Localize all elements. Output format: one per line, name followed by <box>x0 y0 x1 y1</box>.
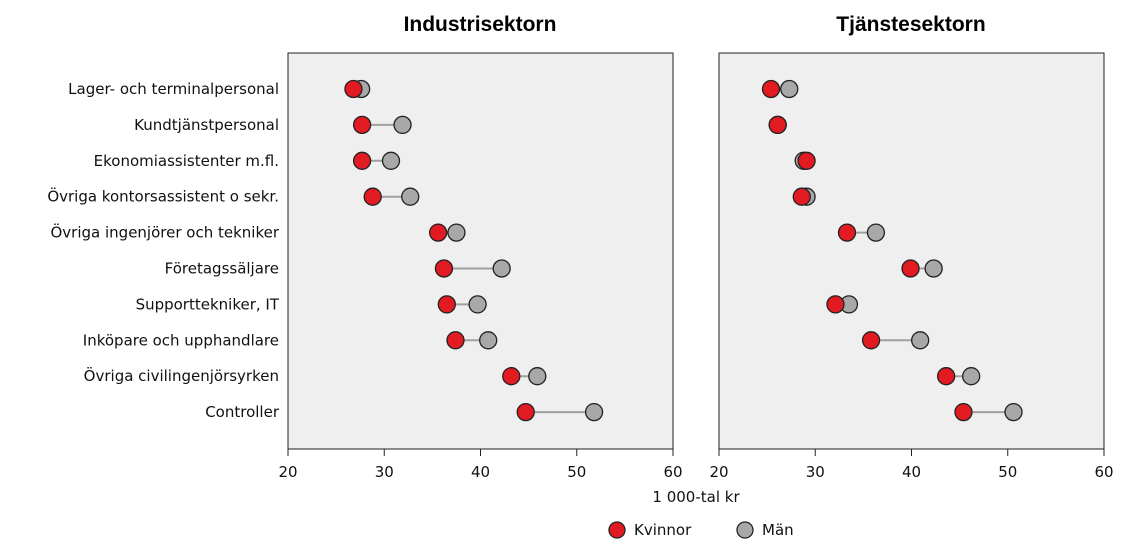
point-man-industrisektorn-ovriga-civilingenjorsyrken <box>528 367 547 386</box>
x-tick-label-industrisektorn-20: 20 <box>278 463 297 481</box>
point-kvinnor-industrisektorn-ekonomiassistenter-m-fl <box>352 151 372 170</box>
x-tick-label-tjanstesektorn-30: 30 <box>806 463 825 481</box>
category-label-inkopare-och-upphandlare: Inköpare och upphandlare <box>83 331 279 349</box>
panel-tjanstesektorn: Tjänstesektorn 20 30 40 50 60 <box>709 13 1113 481</box>
category-label-kundtjanstpersonal: Kundtjänstpersonal <box>134 116 279 134</box>
category-label-ovriga-civilingenjorsyrken: Övriga civilingenjörsyrken <box>84 366 279 385</box>
point-kvinnor-industrisektorn-supporttekniker-it <box>437 295 456 314</box>
plot-area-industrisektorn <box>287 52 674 450</box>
point-kvinnor-tjanstesektorn-ovriga-ingenjorer-och-tekniker <box>837 223 857 242</box>
point-kvinnor-industrisektorn-ovriga-civilingenjorsyrken <box>502 367 521 386</box>
point-kvinnor-tjanstesektorn-ekonomiassistenter-m-fl <box>797 151 816 170</box>
x-tick-label-industrisektorn-40: 40 <box>471 463 490 481</box>
point-man-industrisektorn-supporttekniker-it <box>468 295 487 314</box>
legend-marker-kvinnor <box>608 521 626 539</box>
x-axis-label: 1 000-tal kr <box>652 488 740 506</box>
point-kvinnor-industrisektorn-kundtjanstpersonal <box>352 115 372 135</box>
point-man-industrisektorn-foretagssaljare <box>492 259 511 278</box>
category-label-supporttekniker-it: Supporttekniker, IT <box>136 295 280 313</box>
point-kvinnor-industrisektorn-ovriga-kontorsassistent-o-sekr <box>363 187 382 206</box>
point-kvinnor-industrisektorn-inkopare-och-upphandlare <box>446 331 465 350</box>
point-man-tjanstesektorn-ovriga-ingenjorer-och-tekniker <box>866 223 886 242</box>
point-man-tjanstesektorn-inkopare-och-upphandlare <box>911 331 930 350</box>
point-man-industrisektorn-ovriga-kontorsassistent-o-sekr <box>401 187 420 206</box>
point-kvinnor-tjanstesektorn-kundtjanstpersonal <box>768 115 787 135</box>
point-kvinnor-tjanstesektorn-controller <box>954 402 973 422</box>
marks-industrisektorn <box>344 79 604 422</box>
legend: Kvinnor Män <box>608 521 794 539</box>
category-label-controller: Controller <box>205 403 280 421</box>
x-tick-label-tjanstesektorn-40: 40 <box>902 463 921 481</box>
panel-industrisektorn: Industrisektorn 20 30 40 50 60 <box>278 13 682 481</box>
point-kvinnor-industrisektorn-foretagssaljare <box>434 259 454 278</box>
point-man-industrisektorn-ekonomiassistenter-m-fl <box>381 151 401 170</box>
category-label-ekonomiassistenter-m-fl: Ekonomiassistenter m.fl. <box>94 152 279 170</box>
x-tick-label-industrisektorn-30: 30 <box>375 463 394 481</box>
point-kvinnor-tjanstesektorn-lager-och-terminalpersonal <box>761 79 781 99</box>
marks-tjanstesektorn <box>761 79 1023 422</box>
panel-title-tjanstesektorn: Tjänstesektorn <box>836 13 985 36</box>
point-kvinnor-tjanstesektorn-ovriga-kontorsassistent-o-sekr <box>792 187 811 206</box>
point-man-tjanstesektorn-foretagssaljare <box>924 259 943 278</box>
point-man-tjanstesektorn-controller <box>1004 402 1023 422</box>
x-tick-label-tjanstesektorn-50: 50 <box>998 463 1017 481</box>
point-kvinnor-tjanstesektorn-foretagssaljare <box>901 259 920 278</box>
legend-label-kvinnor: Kvinnor <box>634 521 692 539</box>
point-kvinnor-tjanstesektorn-supporttekniker-it <box>826 295 845 314</box>
point-kvinnor-tjanstesektorn-ovriga-civilingenjorsyrken <box>937 367 956 386</box>
point-kvinnor-industrisektorn-ovriga-ingenjorer-och-tekniker <box>428 223 448 242</box>
point-man-tjanstesektorn-ovriga-civilingenjorsyrken <box>962 367 981 386</box>
legend-label-man: Män <box>762 521 794 539</box>
point-man-industrisektorn-inkopare-och-upphandlare <box>479 331 498 350</box>
category-label-ovriga-ingenjorer-och-tekniker: Övriga ingenjörer och tekniker <box>51 223 280 242</box>
x-axis-industrisektorn: 20 30 40 50 60 <box>278 449 683 481</box>
x-tick-label-industrisektorn-60: 60 <box>663 463 682 481</box>
point-man-industrisektorn-kundtjanstpersonal <box>393 115 412 135</box>
category-label-ovriga-kontorsassistent-o-sekr: Övriga kontorsassistent o sekr. <box>47 187 279 206</box>
legend-marker-man <box>736 521 754 539</box>
point-kvinnor-industrisektorn-controller <box>516 402 535 422</box>
panel-title-industrisektorn: Industrisektorn <box>404 13 557 36</box>
point-man-tjanstesektorn-lager-och-terminalpersonal <box>780 79 799 99</box>
x-axis-tjanstesektorn: 20 30 40 50 60 <box>709 449 1114 481</box>
category-label-lager-och-terminalpersonal: Lager- och terminalpersonal <box>68 80 279 98</box>
point-kvinnor-industrisektorn-lager-och-terminalpersonal <box>344 79 363 99</box>
point-man-industrisektorn-controller <box>584 402 604 422</box>
plot-area-tjanstesektorn <box>718 52 1105 450</box>
x-tick-label-tjanstesektorn-60: 60 <box>1094 463 1113 481</box>
point-man-industrisektorn-ovriga-ingenjorer-och-tekniker <box>447 223 466 242</box>
category-labels: Lager- och terminalpersonal Kundtjänstper… <box>47 80 280 421</box>
point-kvinnor-tjanstesektorn-inkopare-och-upphandlare <box>861 331 881 350</box>
x-tick-label-industrisektorn-50: 50 <box>567 463 586 481</box>
x-tick-label-tjanstesektorn-20: 20 <box>709 463 728 481</box>
category-label-foretagssaljare: Företagssäljare <box>165 260 279 278</box>
